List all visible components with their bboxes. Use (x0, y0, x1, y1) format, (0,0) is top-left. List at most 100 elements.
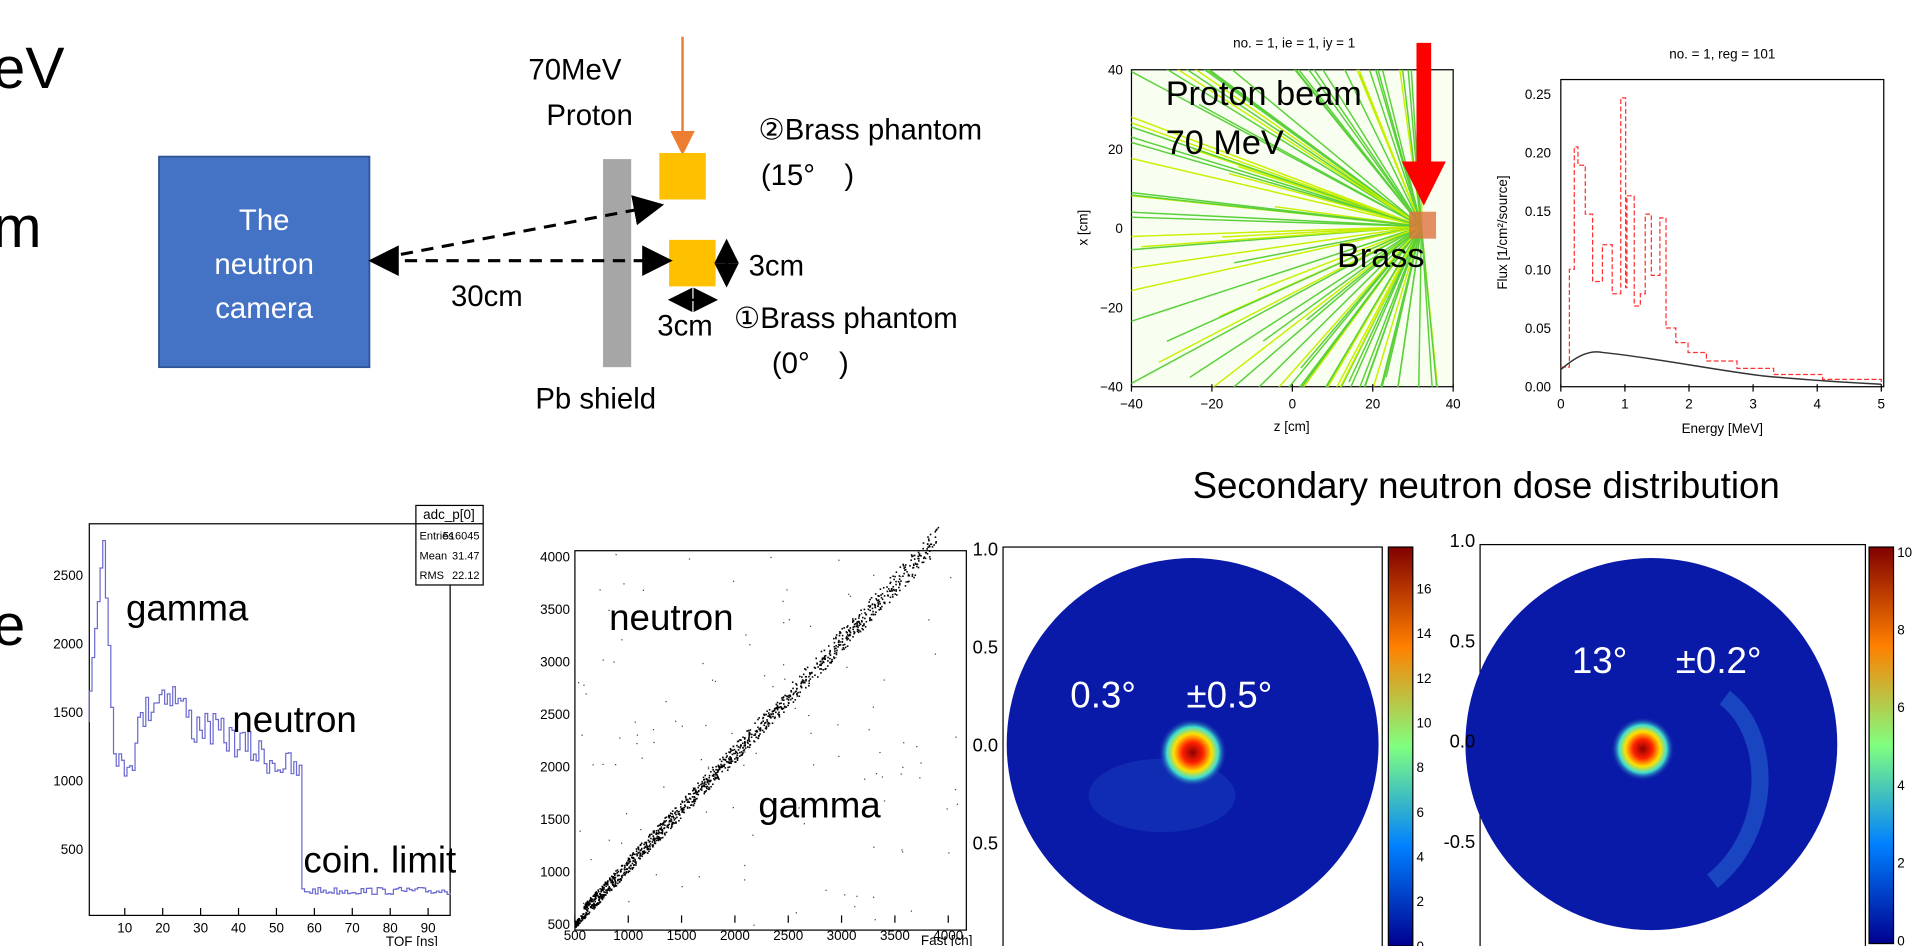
psd-point (794, 691, 797, 693)
psd-point (720, 760, 723, 763)
psd-point (856, 623, 858, 625)
psd-point (880, 596, 883, 599)
y-tick-label: 0.05 (1525, 321, 1551, 336)
psd-point (585, 908, 587, 910)
track (1131, 157, 1422, 228)
psd-point (707, 766, 710, 768)
psd-point (879, 602, 881, 605)
psd-point (892, 588, 895, 591)
psd-point (729, 761, 731, 764)
psd-point (788, 696, 790, 699)
psd-point (661, 832, 664, 835)
psd-point (717, 764, 720, 767)
psd-point (898, 583, 901, 586)
psd-point (657, 838, 659, 841)
psd-point (708, 779, 710, 782)
phantom-label: (0° ) (772, 347, 849, 380)
psd-point (631, 867, 634, 869)
psd-point (881, 776, 884, 778)
track (1420, 226, 1433, 387)
psd-point (762, 720, 765, 722)
psd-point (681, 800, 683, 803)
psd-point (763, 713, 765, 716)
psd-point (589, 906, 592, 909)
psd-point (853, 630, 855, 633)
psd-point (835, 636, 837, 639)
stats-key: Entries (420, 531, 455, 543)
psd-point (757, 735, 760, 737)
fragment: e (0, 593, 25, 658)
psd-point (849, 627, 852, 629)
psd-point (789, 694, 791, 697)
psd-point (774, 716, 776, 719)
psd-point (816, 676, 819, 678)
psd-point (660, 837, 662, 839)
psd-point (717, 769, 720, 771)
psd-point (679, 806, 682, 808)
psd-point (733, 748, 736, 751)
psd-point (846, 637, 849, 639)
psd-point (847, 629, 850, 631)
psd-point (644, 845, 647, 848)
psd-point (700, 787, 703, 789)
psd-point (589, 898, 592, 900)
psd-point (620, 875, 623, 878)
psd-point (700, 789, 703, 791)
psd-point (671, 821, 674, 824)
psd-point (578, 917, 581, 920)
psd-point (776, 706, 779, 708)
psd-point (682, 808, 684, 811)
psd-point (903, 742, 905, 744)
psd-point (638, 851, 640, 854)
psd-point (606, 883, 608, 885)
psd-point (595, 894, 598, 897)
halo (1706, 690, 1769, 888)
psd-point (640, 829, 642, 831)
psd-point (702, 776, 705, 779)
psd-point (725, 760, 728, 763)
psd-point (767, 715, 769, 718)
psd-point (726, 769, 729, 771)
psd-point (856, 621, 858, 624)
psd-point (889, 596, 892, 599)
psd-point (784, 678, 786, 680)
psd-point (860, 631, 862, 633)
psd-point (607, 884, 609, 886)
psd-point (821, 658, 824, 661)
x-tick-label: 1500 (667, 928, 697, 943)
psd-point (913, 554, 916, 557)
psd-point (693, 799, 695, 802)
psd-point (805, 680, 807, 682)
track (1233, 225, 1422, 387)
psd-point (593, 893, 596, 896)
psd-point (820, 668, 823, 670)
psd-point (610, 888, 613, 891)
psd-point (666, 824, 669, 827)
psd-point (813, 666, 816, 669)
psd-point (851, 621, 854, 623)
y-tick-label: 10 (1416, 716, 1431, 731)
psd-point (768, 708, 771, 711)
psd-point (776, 708, 779, 711)
psd-point (663, 832, 666, 835)
psd-point (880, 608, 882, 611)
psd-point (677, 813, 680, 815)
psd-point (821, 662, 823, 665)
psd-point (703, 785, 706, 788)
psd-point (856, 624, 858, 627)
psd-point (652, 837, 655, 839)
psd-point (846, 625, 849, 627)
psd-point (819, 660, 822, 663)
psd-point (929, 543, 932, 546)
psd-point (643, 852, 646, 855)
psd-point (899, 582, 901, 585)
psd-point (877, 595, 880, 597)
psd-point (658, 837, 661, 840)
psd-point (869, 605, 872, 607)
psd-point (694, 800, 697, 802)
track (1364, 226, 1423, 387)
psd-point (773, 717, 776, 720)
psd-point (600, 895, 602, 898)
psd-point (616, 879, 619, 882)
psd-point (597, 890, 600, 893)
